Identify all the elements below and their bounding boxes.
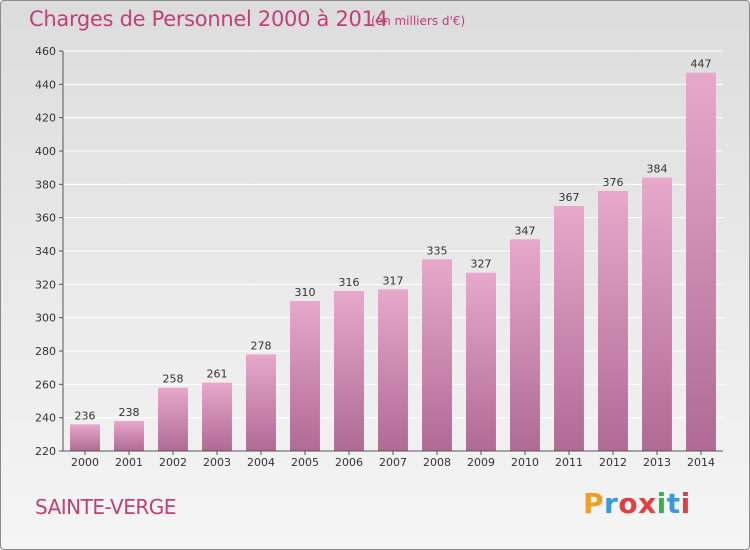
y-tick-label: 460 <box>35 45 56 58</box>
x-tick-label: 2010 <box>511 456 539 469</box>
y-tick-label: 240 <box>35 412 56 425</box>
x-tick-label: 2008 <box>423 456 451 469</box>
data-label: 238 <box>119 406 140 419</box>
bar <box>510 239 540 451</box>
data-label: 367 <box>559 191 580 204</box>
labels: 236 238 258 261 278 310 316 317 335 327 347 367 376 3… <box>75 58 712 423</box>
x-tick-label: 2000 <box>71 456 99 469</box>
bar <box>114 421 144 451</box>
x-tick-label: 2009 <box>467 456 495 469</box>
bar <box>598 191 628 451</box>
x-tick-label: 2011 <box>555 456 583 469</box>
data-label: 384 <box>647 163 668 176</box>
bar <box>466 272 496 451</box>
data-label: 376 <box>603 176 624 189</box>
bar <box>686 72 716 452</box>
data-label: 316 <box>339 276 360 289</box>
x-tick-label: 2006 <box>335 456 363 469</box>
y-tick-label: 320 <box>35 278 56 291</box>
logo-letter: t <box>666 487 681 520</box>
logo-letter: P <box>583 487 605 520</box>
bar <box>334 291 364 451</box>
bar <box>290 301 320 451</box>
data-label: 261 <box>207 368 228 381</box>
logo-letter: r <box>604 487 619 520</box>
bar <box>202 382 232 451</box>
chart-subtitle: (en milliers d'€) <box>371 14 466 28</box>
x-tick-label: 2002 <box>159 456 187 469</box>
x-tick-label: 2012 <box>599 456 627 469</box>
logo-letter: o <box>618 487 639 520</box>
x-tick-label: 2013 <box>643 456 671 469</box>
x-tick-label: 2005 <box>291 456 319 469</box>
data-label: 347 <box>515 224 536 237</box>
bar <box>642 177 672 451</box>
x-tick-label: 2004 <box>247 456 275 469</box>
y-tick-label: 400 <box>35 145 56 158</box>
x-tick-label: 2007 <box>379 456 407 469</box>
chart-title: Charges de Personnel 2000 à 2014 <box>29 7 388 31</box>
x-tick-label: 2003 <box>203 456 231 469</box>
bar <box>378 289 408 451</box>
y-tick-label: 360 <box>35 212 56 225</box>
logo-letter: i <box>680 487 691 520</box>
data-label: 447 <box>691 58 712 71</box>
data-label: 335 <box>427 244 448 257</box>
axes: 220 240 260 280 300 320 340 360 380 400 420 440 460 2… <box>35 45 723 469</box>
y-tick-label: 380 <box>35 178 56 191</box>
logo-letter: x <box>638 487 657 520</box>
x-tick-label: 2001 <box>115 456 143 469</box>
data-label: 258 <box>163 373 184 386</box>
proxiti-logo: Proxiti <box>583 487 691 520</box>
y-tick-label: 300 <box>35 312 56 325</box>
y-tick-label: 340 <box>35 245 56 258</box>
bar <box>158 387 188 451</box>
logo-letter: i <box>656 487 667 520</box>
y-tick-label: 260 <box>35 378 56 391</box>
y-tick-label: 280 <box>35 345 56 358</box>
y-tick-label: 440 <box>35 78 56 91</box>
y-tick-label: 220 <box>35 445 56 458</box>
bar <box>554 206 584 451</box>
x-tick-label: 2014 <box>687 456 715 469</box>
data-label: 310 <box>295 286 316 299</box>
bars <box>70 72 716 452</box>
bar <box>246 354 276 451</box>
bar <box>70 424 100 451</box>
data-label: 327 <box>471 258 492 271</box>
commune-name: SAINTE-VERGE <box>35 495 176 519</box>
data-label: 278 <box>251 339 272 352</box>
data-label: 236 <box>75 409 96 422</box>
data-label: 317 <box>383 274 404 287</box>
bar <box>422 259 452 451</box>
y-tick-label: 420 <box>35 112 56 125</box>
